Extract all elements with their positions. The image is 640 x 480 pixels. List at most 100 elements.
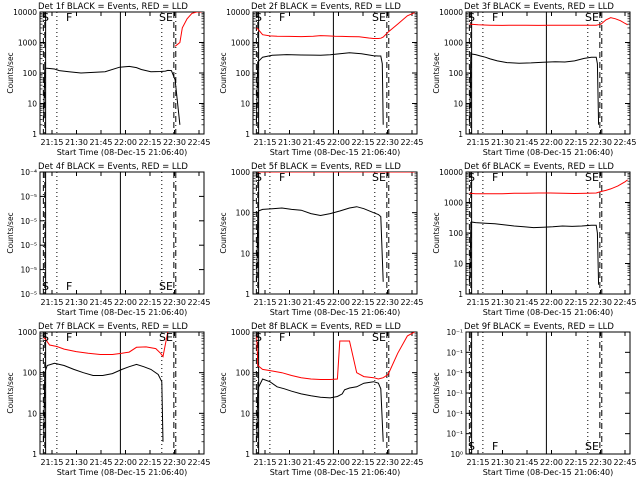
y-tick-label: 1000 bbox=[231, 168, 250, 177]
panel-6: Det 6f BLACK = Events, RED = LLD 21:15 21:… bbox=[432, 162, 637, 317]
panel-title: Det 3f BLACK = Events, RED = LLD bbox=[464, 2, 614, 12]
x-tick-label: 21:15 bbox=[253, 298, 276, 307]
y-tick-label: 10 bbox=[27, 409, 37, 418]
y-axis-label: Counts/sec bbox=[6, 52, 15, 93]
series-lld bbox=[174, 12, 202, 47]
x-tick-label: 21:15 bbox=[466, 298, 489, 307]
panel-title: Det 1f BLACK = Events, RED = LLD bbox=[38, 2, 188, 12]
y-tick-label: 10⁻⁵ bbox=[20, 266, 37, 275]
x-tick-label: 21:45 bbox=[515, 138, 538, 147]
x-tick-label: 22:15 bbox=[138, 298, 161, 307]
x-tick-label: 22:00 bbox=[114, 138, 137, 147]
y-tick-label: 10 bbox=[27, 100, 37, 109]
panel-title: Det 6f BLACK = Events, RED = LLD bbox=[464, 162, 614, 172]
x-tick-label: 22:30 bbox=[163, 458, 186, 467]
x-tick-label: 22:15 bbox=[564, 458, 587, 467]
y-tick-label: 1000 bbox=[231, 39, 250, 48]
marker-se: SE bbox=[585, 11, 599, 24]
y-tick-label: 10000 bbox=[226, 8, 250, 17]
series-lld bbox=[469, 179, 628, 195]
x-tick-label: 22:15 bbox=[564, 298, 587, 307]
y-tick-label: 100 bbox=[236, 209, 251, 218]
x-tick-label: 21:30 bbox=[278, 298, 301, 307]
x-tick-label: 21:45 bbox=[515, 458, 538, 467]
y-axis-label: Counts/sec bbox=[6, 212, 15, 253]
x-tick-label: 22:15 bbox=[138, 138, 161, 147]
x-tick-label: 22:00 bbox=[327, 138, 350, 147]
series-events bbox=[255, 52, 384, 125]
plot-frame bbox=[252, 331, 418, 455]
y-tick-label: 1000 bbox=[18, 39, 37, 48]
y-tick-label: 1000 bbox=[444, 199, 463, 208]
y-tick-label: 10⁻¹ bbox=[446, 328, 463, 337]
marker-s: S bbox=[255, 171, 262, 184]
x-tick-label: 22:30 bbox=[163, 298, 186, 307]
x-tick-label: 21:45 bbox=[89, 458, 112, 467]
x-tick-label: 21:30 bbox=[278, 138, 301, 147]
x-tick-label: 21:30 bbox=[278, 458, 301, 467]
y-tick-label: 10⁻⁵ bbox=[20, 241, 37, 250]
panel-title: Det 9f BLACK = Events, RED = LLD bbox=[464, 322, 614, 332]
y-tick-label: 10⁰ bbox=[450, 450, 463, 459]
x-tick-label: 22:30 bbox=[163, 138, 186, 147]
marker-s: S bbox=[468, 440, 475, 453]
y-tick-label: 10 bbox=[240, 409, 250, 418]
x-tick-label: 22:45 bbox=[613, 458, 636, 467]
x-tick-label: 22:00 bbox=[327, 458, 350, 467]
panel-title: Det 5f BLACK = Events, RED = LLD bbox=[251, 162, 401, 172]
plot-frame bbox=[252, 171, 418, 295]
marker-se: SE bbox=[372, 11, 386, 24]
y-tick-label: 1 bbox=[245, 130, 250, 139]
marker-f: F bbox=[66, 11, 72, 24]
series-events bbox=[43, 65, 181, 125]
x-tick-label: 22:30 bbox=[589, 458, 612, 467]
x-tick-label: 21:45 bbox=[89, 138, 112, 147]
y-tick-label: 10⁻⁵ bbox=[20, 217, 37, 226]
x-tick-label: 21:15 bbox=[253, 138, 276, 147]
y-tick-label: 1000 bbox=[18, 328, 37, 337]
y-tick-label: 1 bbox=[458, 290, 463, 299]
panel-title: Det 4f BLACK = Events, RED = LLD bbox=[38, 162, 188, 172]
panel-title: Det 8f BLACK = Events, RED = LLD bbox=[251, 322, 401, 332]
x-axis-label: Start Time (08-Dec-15 21:06:40) bbox=[483, 148, 614, 157]
x-tick-label: 21:15 bbox=[466, 458, 489, 467]
series-events bbox=[469, 221, 600, 285]
x-tick-label: 22:30 bbox=[589, 138, 612, 147]
x-tick-label: 21:30 bbox=[65, 458, 88, 467]
x-tick-label: 22:30 bbox=[376, 298, 399, 307]
x-tick-label: 22:45 bbox=[400, 458, 423, 467]
x-tick-label: 22:45 bbox=[400, 138, 423, 147]
x-tick-label: 22:00 bbox=[540, 458, 563, 467]
marker-se: SE bbox=[159, 11, 173, 24]
x-tick-label: 21:45 bbox=[302, 458, 325, 467]
marker-se: SE bbox=[585, 440, 599, 453]
x-tick-label: 21:30 bbox=[491, 298, 514, 307]
series-events bbox=[256, 206, 384, 282]
y-tick-label: 10⁻⁵ bbox=[20, 290, 37, 299]
y-tick-label: 1 bbox=[458, 130, 463, 139]
x-axis-label: Start Time (08-Dec-15 21:06:40) bbox=[483, 308, 614, 317]
x-tick-label: 22:15 bbox=[564, 138, 587, 147]
marker-se: SE bbox=[159, 331, 173, 344]
marker-s: S bbox=[42, 331, 49, 344]
marker-se: SE bbox=[372, 171, 386, 184]
plot-frame bbox=[252, 11, 418, 135]
y-tick-label: 1000 bbox=[231, 328, 250, 337]
x-tick-label: 22:00 bbox=[540, 138, 563, 147]
x-tick-label: 22:45 bbox=[400, 298, 423, 307]
panel-title: Det 7f BLACK = Events, RED = LLD bbox=[38, 322, 188, 332]
marker-f: F bbox=[279, 11, 285, 24]
x-tick-label: 21:30 bbox=[491, 138, 514, 147]
x-tick-label: 21:30 bbox=[491, 458, 514, 467]
y-axis-label: Counts/sec bbox=[432, 52, 441, 93]
x-axis-label: Start Time (08-Dec-15 21:06:40) bbox=[57, 148, 188, 157]
x-tick-label: 21:15 bbox=[40, 458, 63, 467]
x-tick-label: 21:45 bbox=[302, 298, 325, 307]
marker-f: F bbox=[279, 331, 285, 344]
y-tick-label: 1000 bbox=[444, 39, 463, 48]
